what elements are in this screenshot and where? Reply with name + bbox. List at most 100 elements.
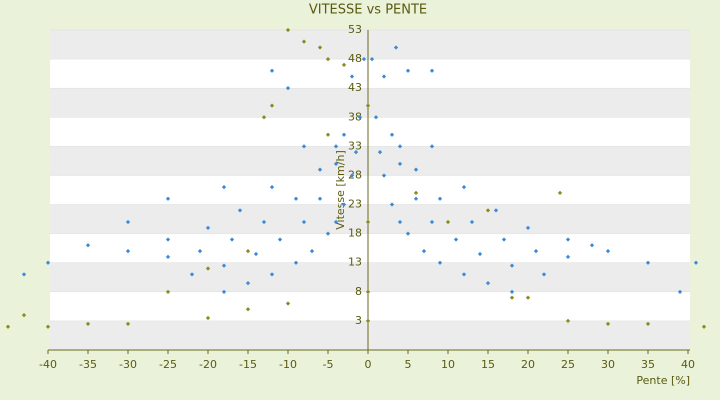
band: [50, 204, 690, 234]
point: [493, 208, 499, 213]
point: [461, 184, 467, 190]
y-tick-label: 33: [348, 139, 362, 152]
point: [341, 132, 347, 137]
point: [205, 266, 211, 271]
point: [445, 219, 451, 225]
y-tick-label: 8: [355, 285, 362, 298]
point: [365, 219, 371, 225]
x-tick-label: -30: [119, 358, 137, 371]
point: [405, 231, 411, 236]
point: [525, 295, 531, 300]
band: [50, 30, 690, 60]
point: [589, 243, 595, 248]
band: [50, 262, 690, 292]
point: [437, 196, 443, 201]
x-tick-label: -20: [199, 358, 217, 371]
point: [189, 272, 195, 277]
point: [221, 289, 227, 294]
point: [413, 190, 419, 196]
point: [293, 260, 299, 265]
x-tick-label: 5: [405, 358, 412, 371]
point: [325, 231, 331, 236]
x-tick-label: 0: [365, 358, 372, 371]
point: [21, 312, 27, 318]
point: [229, 237, 235, 242]
point: [125, 248, 131, 254]
point: [509, 263, 515, 268]
point: [261, 219, 267, 225]
point: [509, 289, 515, 294]
y-tick-label: 43: [348, 81, 362, 94]
band: [50, 88, 690, 118]
point: [533, 248, 539, 254]
point: [245, 307, 251, 312]
point: [429, 144, 435, 149]
point: [301, 219, 307, 225]
x-tick-label: -40: [39, 358, 57, 371]
y-tick-label: 3: [355, 314, 362, 327]
point: [221, 184, 227, 190]
point: [269, 272, 275, 277]
point: [365, 318, 371, 324]
x-tick-label: 15: [481, 358, 495, 371]
x-tick-label: 10: [441, 358, 455, 371]
x-tick-label: -25: [159, 358, 177, 371]
point: [165, 196, 171, 201]
point: [125, 219, 131, 225]
point: [341, 202, 347, 207]
plot-area: [50, 30, 690, 350]
x-tick-label: 30: [601, 358, 615, 371]
point: [165, 289, 171, 294]
x-tick-label: 40: [681, 358, 695, 371]
point: [677, 289, 683, 294]
point: [397, 161, 403, 166]
point: [277, 237, 283, 242]
point: [413, 167, 419, 172]
band: [50, 146, 690, 176]
point: [381, 173, 387, 178]
point: [317, 167, 323, 172]
point: [245, 280, 251, 286]
point: [485, 280, 491, 286]
point: [365, 289, 371, 294]
point: [85, 243, 91, 248]
x-tick-label: -35: [79, 358, 97, 371]
point: [325, 132, 331, 137]
band: [50, 59, 690, 89]
point: [509, 295, 515, 300]
point: [701, 324, 707, 329]
band: [50, 320, 690, 350]
point: [565, 237, 571, 242]
point: [397, 144, 403, 149]
point: [5, 324, 11, 329]
band: [50, 117, 690, 147]
x-tick-label: -10: [279, 358, 297, 371]
point: [333, 219, 339, 225]
point: [285, 301, 291, 306]
point: [421, 248, 427, 254]
point: [565, 254, 571, 260]
point: [485, 208, 491, 213]
y-tick-label: 23: [348, 198, 362, 211]
point: [541, 272, 547, 277]
point: [21, 272, 27, 277]
point: [525, 225, 531, 230]
point: [269, 184, 275, 190]
point: [397, 219, 403, 225]
point: [301, 144, 307, 149]
point: [165, 254, 171, 260]
y-tick-label: 53: [348, 23, 362, 36]
point: [353, 150, 359, 155]
point: [565, 318, 571, 324]
point: [377, 150, 383, 155]
x-tick-label: -15: [239, 358, 257, 371]
x-tick-label: 25: [561, 358, 575, 371]
point: [477, 251, 483, 257]
x-tick-label: -5: [323, 358, 334, 371]
point: [429, 219, 435, 225]
point: [437, 260, 443, 265]
point: [349, 173, 355, 178]
point: [165, 237, 171, 242]
point: [317, 196, 323, 201]
